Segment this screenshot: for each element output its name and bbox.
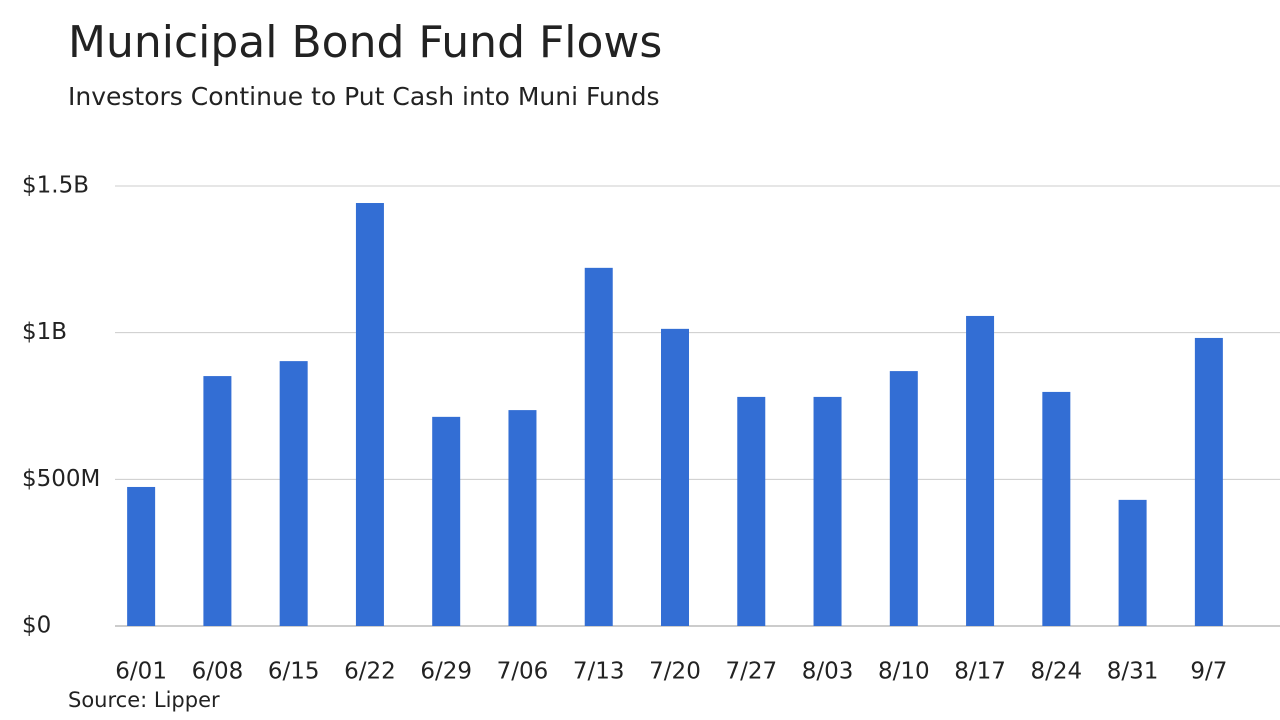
bar: [813, 396, 842, 626]
x-tick-label: 6/29: [420, 659, 472, 685]
bar: [661, 328, 689, 626]
x-tick-label: 8/17: [954, 659, 1006, 685]
source-note: Source: Lipper: [68, 688, 220, 712]
x-tick-label: 6/08: [192, 659, 244, 685]
x-tick-label: 6/01: [115, 659, 167, 685]
y-tick-label: $1.5B: [22, 173, 89, 199]
bar: [508, 410, 537, 626]
bar: [203, 376, 232, 626]
bar: [1042, 391, 1071, 626]
x-tick-label: 7/27: [725, 659, 777, 685]
bar: [355, 203, 384, 626]
y-tick-label: $1B: [22, 319, 67, 345]
bar: [737, 396, 766, 626]
x-tick-label: 7/06: [497, 659, 549, 685]
x-tick-label: 6/15: [268, 659, 320, 685]
chart-subtitle: Investors Continue to Put Cash into Muni…: [68, 82, 660, 111]
x-tick-label: 8/31: [1107, 659, 1159, 685]
bar: [279, 361, 308, 626]
bar: [1194, 337, 1223, 626]
x-tick-label: 7/13: [573, 659, 625, 685]
bar: [584, 267, 613, 626]
x-tick-label: 8/24: [1031, 659, 1083, 685]
chart-title: Municipal Bond Fund Flows: [68, 17, 662, 68]
x-tick-label: 6/22: [344, 659, 396, 685]
bar: [889, 371, 918, 626]
bar: [1118, 499, 1147, 626]
x-tick-label: 8/10: [878, 659, 930, 685]
y-tick-label: $500M: [22, 466, 100, 492]
bar: [966, 315, 995, 626]
bar: [127, 486, 156, 626]
y-tick-label: $0: [22, 613, 51, 639]
x-tick-label: 9/7: [1190, 659, 1227, 685]
bar: [432, 416, 461, 626]
x-tick-label: 7/20: [649, 659, 701, 685]
x-tick-label: 8/03: [802, 659, 854, 685]
